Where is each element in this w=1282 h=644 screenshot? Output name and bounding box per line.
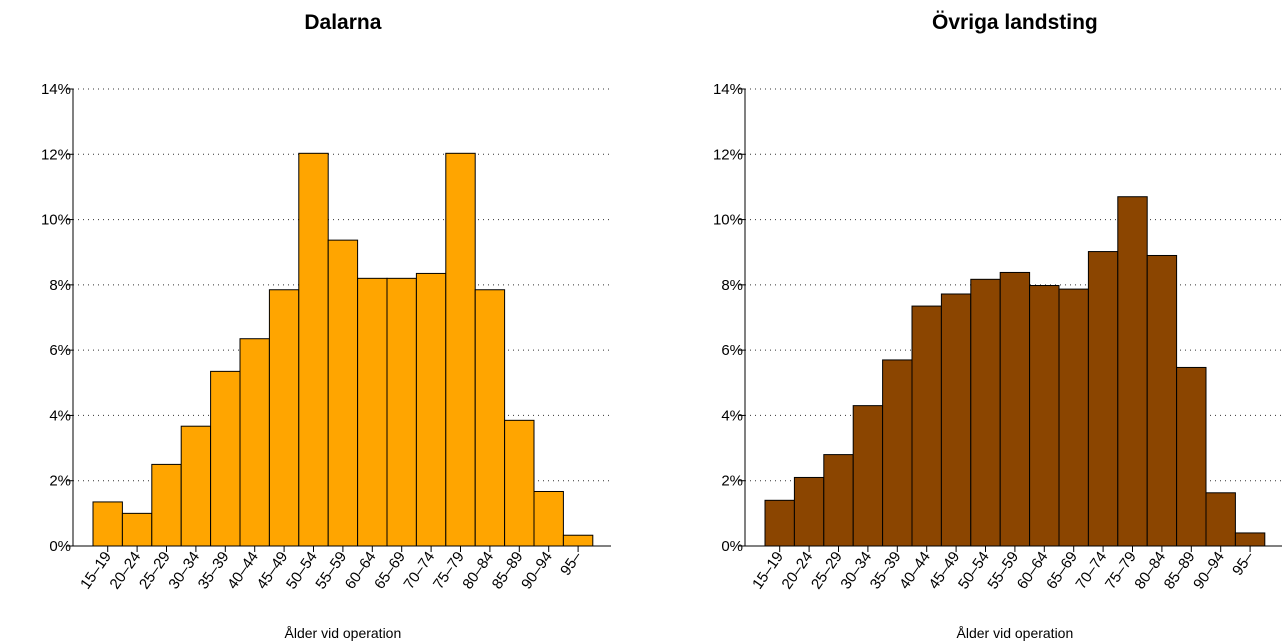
bar-30–34	[180, 425, 212, 547]
x-tick-label: 80–84	[459, 549, 497, 593]
x-tick-label: 75–79	[430, 549, 468, 593]
y-tick-label: 0%	[49, 538, 71, 555]
bar-80–84	[474, 289, 506, 547]
x-tick-label: 25–29	[136, 549, 174, 593]
y-tick-label: 12%	[713, 146, 743, 163]
bar-55–59	[327, 239, 359, 547]
bar-55–59	[999, 271, 1031, 547]
x-tick-label: 20–24	[107, 549, 145, 593]
y-tick-label: 2%	[49, 473, 71, 490]
y-tick-label: 2%	[721, 473, 743, 490]
y-tick-label: 12%	[41, 146, 71, 163]
y-tick-label: 4%	[49, 407, 71, 424]
bar-85–89	[1176, 366, 1207, 547]
bar-95–	[562, 534, 594, 547]
x-tick-label: 65–69	[1043, 549, 1081, 593]
bar-85–89	[504, 419, 535, 547]
bar-65–69	[386, 277, 417, 547]
chart-title: Övriga landsting	[932, 11, 1098, 34]
x-tick-label: 40–44	[896, 549, 934, 593]
x-tick-label: 80–84	[1131, 549, 1169, 593]
y-tick-label: 4%	[721, 407, 743, 424]
bar-40–44	[239, 338, 270, 547]
bar-35–39	[882, 359, 913, 547]
bar-45–49	[268, 289, 300, 547]
x-tick-label: 85–89	[489, 549, 527, 593]
x-tick-label: 85–89	[1161, 549, 1199, 593]
x-tick-label: 30–34	[837, 549, 875, 593]
bar-75–79	[445, 152, 476, 547]
bar-40–44	[911, 305, 942, 547]
x-tick-label: 90–94	[518, 549, 556, 593]
bar-75–79	[1117, 196, 1148, 547]
x-axis-label: Ålder vid operation	[285, 625, 402, 641]
x-tick-label: 50–54	[283, 549, 321, 593]
x-tick-label: 25–29	[808, 549, 846, 593]
x-tick-label: 30–34	[165, 549, 203, 593]
bar-70–74	[415, 272, 447, 547]
y-tick-label: 6%	[49, 342, 71, 359]
bar-95–	[1234, 532, 1266, 547]
bar-70–74	[1087, 251, 1119, 547]
x-tick-label: 70–74	[1073, 549, 1111, 593]
bar-20–24	[121, 512, 153, 547]
bar-15–19	[764, 499, 795, 547]
x-axis-label: Ålder vid operation	[957, 625, 1074, 641]
y-tick-label: 0%	[721, 538, 743, 555]
y-tick-label: 14%	[41, 81, 71, 98]
x-tick-label: 15–19	[77, 549, 115, 593]
x-tick-label: 95–	[1229, 548, 1258, 579]
x-tick-label: 60–64	[1014, 549, 1052, 593]
chart-title: Dalarna	[304, 11, 381, 34]
x-tick-label: 35–39	[867, 549, 905, 593]
bar-35–39	[210, 370, 241, 547]
bar-90–94	[533, 490, 564, 547]
x-tick-label: 40–44	[224, 549, 262, 593]
bar-25–29	[823, 454, 854, 547]
x-tick-label: 60–64	[342, 549, 380, 593]
x-tick-label: 35–39	[195, 549, 233, 593]
bar-90–94	[1205, 492, 1236, 547]
y-tick-label: 14%	[713, 81, 743, 98]
bar-50–54	[298, 152, 329, 547]
chart-ovriga-landsting: Övriga landsting 0% 2% 4% 6% 8% 10% 12% 14% 15–19…	[713, 11, 1282, 641]
bar-60–64	[357, 277, 388, 547]
bar-60–64	[1029, 285, 1060, 547]
x-tick-label: 75–79	[1102, 549, 1140, 593]
x-tick-label: 50–54	[955, 549, 993, 593]
x-tick-label: 95–	[557, 548, 586, 579]
bar-20–24	[793, 476, 825, 547]
y-tick-label: 10%	[713, 212, 743, 229]
x-tick-label: 55–59	[312, 549, 350, 593]
x-tick-label: 55–59	[984, 549, 1022, 593]
x-tick-label: 45–49	[926, 549, 964, 593]
bar-65–69	[1058, 288, 1089, 547]
bar-50–54	[970, 278, 1001, 547]
bar-45–49	[940, 293, 972, 547]
bar-30–34	[852, 405, 884, 547]
x-tick-label: 15–19	[749, 549, 787, 593]
y-tick-label: 10%	[41, 212, 71, 229]
chart-dalarna: Dalarna 0% 2% 4% 6% 8% 10% 12% 14% 15–1920–2425–2…	[41, 11, 611, 641]
y-tick-label: 6%	[721, 342, 743, 359]
bar-25–29	[151, 463, 182, 547]
x-tick-label: 90–94	[1190, 549, 1228, 593]
x-tick-label: 65–69	[371, 549, 409, 593]
x-tick-label: 20–24	[779, 549, 817, 593]
x-tick-label: 70–74	[401, 549, 439, 593]
bar-15–19	[92, 501, 123, 547]
y-tick-label: 8%	[49, 277, 71, 294]
x-tick-label: 45–49	[254, 549, 292, 593]
y-tick-label: 8%	[721, 277, 743, 294]
bar-80–84	[1146, 254, 1178, 547]
